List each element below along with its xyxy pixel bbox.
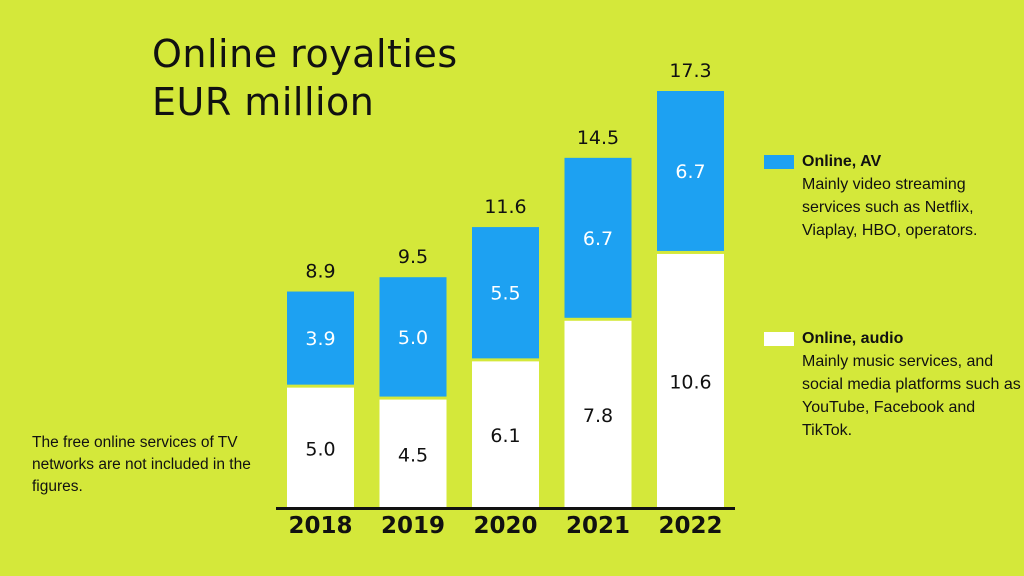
bar-online-av-2019 <box>379 277 447 397</box>
chart-title-line2: EUR million <box>152 80 375 124</box>
legend-swatch-online-audio <box>764 332 794 346</box>
data-label-online-audio-2018: 5.0 <box>305 438 335 460</box>
data-label-total-2019: 9.5 <box>398 246 428 268</box>
x-tick-label-2018: 2018 <box>288 513 352 539</box>
bar-online-audio-2021 <box>564 320 632 507</box>
bar-online-av-2021 <box>564 157 632 318</box>
data-label-total-2020: 11.6 <box>484 196 526 218</box>
bar-online-audio-2020 <box>472 361 539 507</box>
data-label-total-2018: 8.9 <box>305 261 335 283</box>
legend-label-online-av: Online, AV <box>802 153 882 170</box>
data-label-online-audio-2020: 6.1 <box>490 425 520 447</box>
chart-title: Online royalties EUR million <box>152 30 458 126</box>
bar-online-audio-2019 <box>379 399 447 507</box>
legend-label-online-audio: Online, audio <box>802 330 904 347</box>
data-label-online-av-2019: 5.0 <box>398 327 428 349</box>
data-label-online-audio-2021: 7.8 <box>583 405 613 427</box>
data-label-total-2022: 17.3 <box>669 60 711 82</box>
data-label-total-2021: 14.5 <box>577 127 619 149</box>
x-tick-label-2020: 2020 <box>473 513 537 539</box>
bar-online-av-2020 <box>472 227 539 359</box>
data-label-online-av-2018: 3.9 <box>305 328 335 350</box>
data-label-online-audio-2019: 4.5 <box>398 444 428 466</box>
chart-title-line1: Online royalties <box>152 32 458 76</box>
x-tick-label-2021: 2021 <box>566 513 630 539</box>
bar-online-av-2022 <box>657 91 724 251</box>
legend-description-online-audio: Mainly music services, and social media … <box>802 353 1021 439</box>
legend-swatch-online-av <box>764 155 794 169</box>
bar-online-audio-2022 <box>657 253 724 507</box>
x-tick-label-2022: 2022 <box>658 513 722 539</box>
x-tick-label-2019: 2019 <box>381 513 445 539</box>
legend-description-online-av: Mainly video streaming services such as … <box>802 176 978 239</box>
footnote: The free online services of TV networks … <box>32 434 251 495</box>
data-label-online-av-2021: 6.7 <box>583 228 613 250</box>
data-label-online-av-2020: 5.5 <box>490 283 520 305</box>
data-label-online-audio-2022: 10.6 <box>669 371 711 393</box>
bar-online-av-2018 <box>287 291 354 385</box>
bar-online-audio-2018 <box>287 387 354 507</box>
data-label-online-av-2022: 6.7 <box>675 161 705 183</box>
